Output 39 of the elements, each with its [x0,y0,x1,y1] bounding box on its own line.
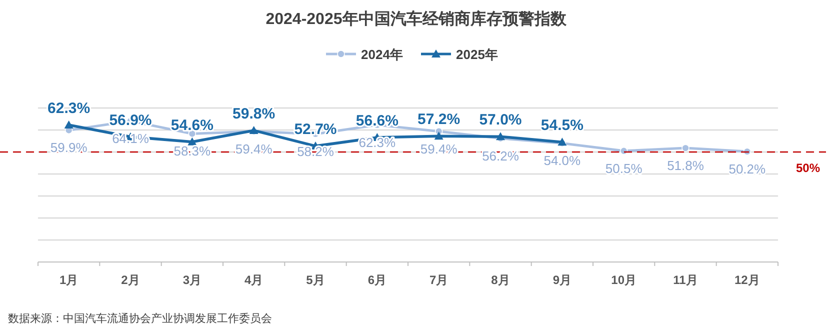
x-tick-label: 10月 [611,273,637,287]
source-note: 数据来源：中国汽车流通协会产业协调发展工作委员会 [8,312,272,325]
x-tick-label: 11月 [673,273,698,287]
ref-line-label: 50% [796,161,820,175]
legend-label: 2024年 [361,47,403,62]
data-label: 62.3% [358,134,396,150]
legend-label: 2025年 [456,47,498,62]
x-tick-label: 5月 [306,273,325,287]
data-label: 54.0% [544,153,582,168]
x-tick-label: 9月 [552,273,572,287]
x-tick-label: 4月 [244,273,264,287]
data-label: 56.6% [356,112,398,130]
point [434,132,444,140]
data-label: 52.7% [294,121,337,138]
data-label: 51.8% [667,158,704,174]
data-label: 59.4% [420,141,458,156]
x-tick-label: 6月 [368,273,387,287]
point [188,137,197,146]
point [620,147,628,155]
x-tick-label: 7月 [429,273,448,287]
data-label: 58.3% [174,144,212,159]
x-tick-label: 3月 [182,273,202,287]
x-tick-label: 2月 [121,273,140,287]
chart-title: 2024-2025年中国汽车经销商库存预警指数 [266,10,568,28]
data-label: 56.2% [482,148,520,164]
data-label: 57.2% [418,111,460,128]
x-tick-label: 8月 [491,273,510,287]
data-label: 62.3% [48,100,90,117]
x-tick-label: 12月 [734,273,760,287]
x-tick-label: 1月 [59,273,78,287]
data-label: 57.0% [479,112,522,129]
point [64,120,74,128]
data-label: 54.5% [540,117,584,134]
data-label: 56.9% [109,112,152,129]
data-label: 59.8% [232,105,276,122]
data-label: 54.6% [170,116,214,134]
data-label: 50.2% [728,162,766,177]
point [682,144,690,152]
data-label: 50.5% [605,160,643,176]
